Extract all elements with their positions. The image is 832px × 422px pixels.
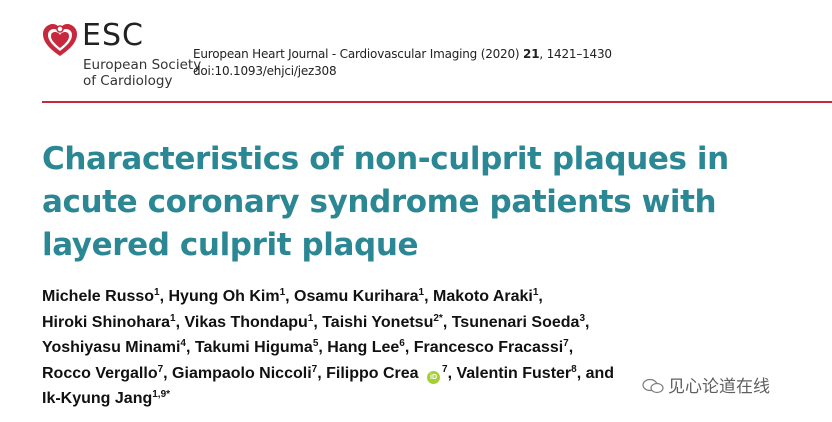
author-name[interactable]: Hiroki Shinohara bbox=[42, 313, 171, 331]
author-separator: , bbox=[313, 313, 323, 331]
author-name[interactable]: Hang Lee bbox=[327, 339, 400, 356]
author-name[interactable]: Valentin Fuster bbox=[456, 364, 572, 382]
author-name[interactable]: Filippo Crea bbox=[326, 364, 419, 382]
author-affiliation: 1 bbox=[532, 287, 539, 298]
author-separator: , bbox=[163, 364, 173, 382]
author-separator: , bbox=[447, 364, 457, 382]
author-separator: , bbox=[318, 339, 328, 356]
author-affiliation: 5 bbox=[312, 338, 319, 349]
author-separator: , and bbox=[576, 364, 615, 382]
author-affiliation: 2* bbox=[433, 312, 443, 324]
author-affiliation: 7 bbox=[157, 363, 164, 375]
author-affiliation: 3 bbox=[579, 312, 585, 324]
author-name[interactable]: Vikas Thondapu bbox=[184, 313, 308, 331]
author-separator: , bbox=[285, 288, 295, 305]
author-name[interactable]: Giampaolo Niccoli bbox=[172, 364, 312, 382]
author-name[interactable]: Ik-Kyung Jang bbox=[42, 390, 153, 407]
author-name[interactable]: Hyung Oh Kim bbox=[168, 288, 280, 305]
society-name-line1: European Society bbox=[83, 57, 202, 73]
author-separator: , bbox=[424, 288, 433, 305]
title-line: acute coronary syndrome patients with bbox=[42, 184, 717, 220]
author-affiliation: 1 bbox=[279, 287, 286, 298]
wechat-icon bbox=[642, 378, 664, 394]
author-separator: , bbox=[538, 288, 543, 305]
author-separator: , bbox=[404, 339, 414, 356]
author-affiliation: 7 bbox=[563, 338, 569, 349]
author-separator: , bbox=[568, 339, 574, 356]
author-name[interactable]: Rocco Vergallo bbox=[42, 364, 158, 382]
author-affiliation: 1 bbox=[170, 312, 176, 324]
author-affiliation: 1 bbox=[307, 312, 314, 324]
title-line: Characteristics of non-culprit plaques i… bbox=[42, 141, 729, 177]
author-name[interactable]: Osamu Kurihara bbox=[294, 288, 419, 305]
author-affiliation: 1,9* bbox=[152, 389, 171, 400]
author-affiliation: 7 bbox=[311, 363, 318, 375]
watermark-text: 见心论道在线 bbox=[668, 377, 770, 397]
author-affiliation: 4 bbox=[180, 338, 186, 349]
author-separator: , bbox=[159, 288, 169, 305]
author-name[interactable]: Taishi Yonetsu bbox=[322, 313, 434, 331]
society-name-line2: of Cardiology bbox=[83, 73, 173, 89]
article-title: Characteristics of non-culprit plaques i… bbox=[42, 138, 802, 267]
author-name[interactable]: Yoshiyasu Minami bbox=[42, 339, 181, 356]
esc-abbr: ESC bbox=[82, 18, 144, 53]
author-separator: , bbox=[185, 339, 195, 356]
journal-pages: , 1421–1430 bbox=[539, 47, 612, 61]
author-affiliation: 6 bbox=[399, 338, 405, 349]
author-name[interactable]: Michele Russo bbox=[42, 288, 155, 305]
society-name: European Society of Cardiology bbox=[83, 57, 201, 89]
author-affiliation: 7 bbox=[442, 363, 448, 375]
journal-name: European Heart Journal - Cardiovascular … bbox=[193, 47, 520, 61]
author-name[interactable]: Makoto Araki bbox=[432, 288, 533, 305]
author-affiliation: 1 bbox=[418, 287, 425, 298]
orcid-icon[interactable]: iD bbox=[427, 370, 440, 384]
author-name[interactable]: Tsunenari Soeda bbox=[451, 313, 580, 331]
author-name[interactable]: Francesco Fracassi bbox=[413, 339, 564, 356]
author-list: Michele Russo1, Hyung Oh Kim1, Osamu Kur… bbox=[42, 284, 802, 412]
author-affiliation: 8 bbox=[571, 363, 577, 375]
author-separator: , bbox=[585, 313, 590, 331]
heart-icon bbox=[43, 24, 77, 56]
author-separator: , bbox=[442, 313, 452, 331]
doi[interactable]: doi:10.1093/ehjci/jez308 bbox=[193, 64, 337, 78]
watermark: 见心论道在线 bbox=[642, 372, 770, 397]
author-name[interactable]: Takumi Higuma bbox=[194, 339, 313, 356]
title-line: layered culprit plaque bbox=[42, 227, 419, 263]
author-separator: , bbox=[175, 313, 185, 331]
header-divider bbox=[42, 101, 832, 103]
journal-citation: European Heart Journal - Cardiovascular … bbox=[193, 46, 612, 80]
journal-volume: 21 bbox=[523, 47, 540, 61]
author-affiliation: 1 bbox=[154, 287, 160, 298]
author-separator: , bbox=[317, 364, 327, 382]
